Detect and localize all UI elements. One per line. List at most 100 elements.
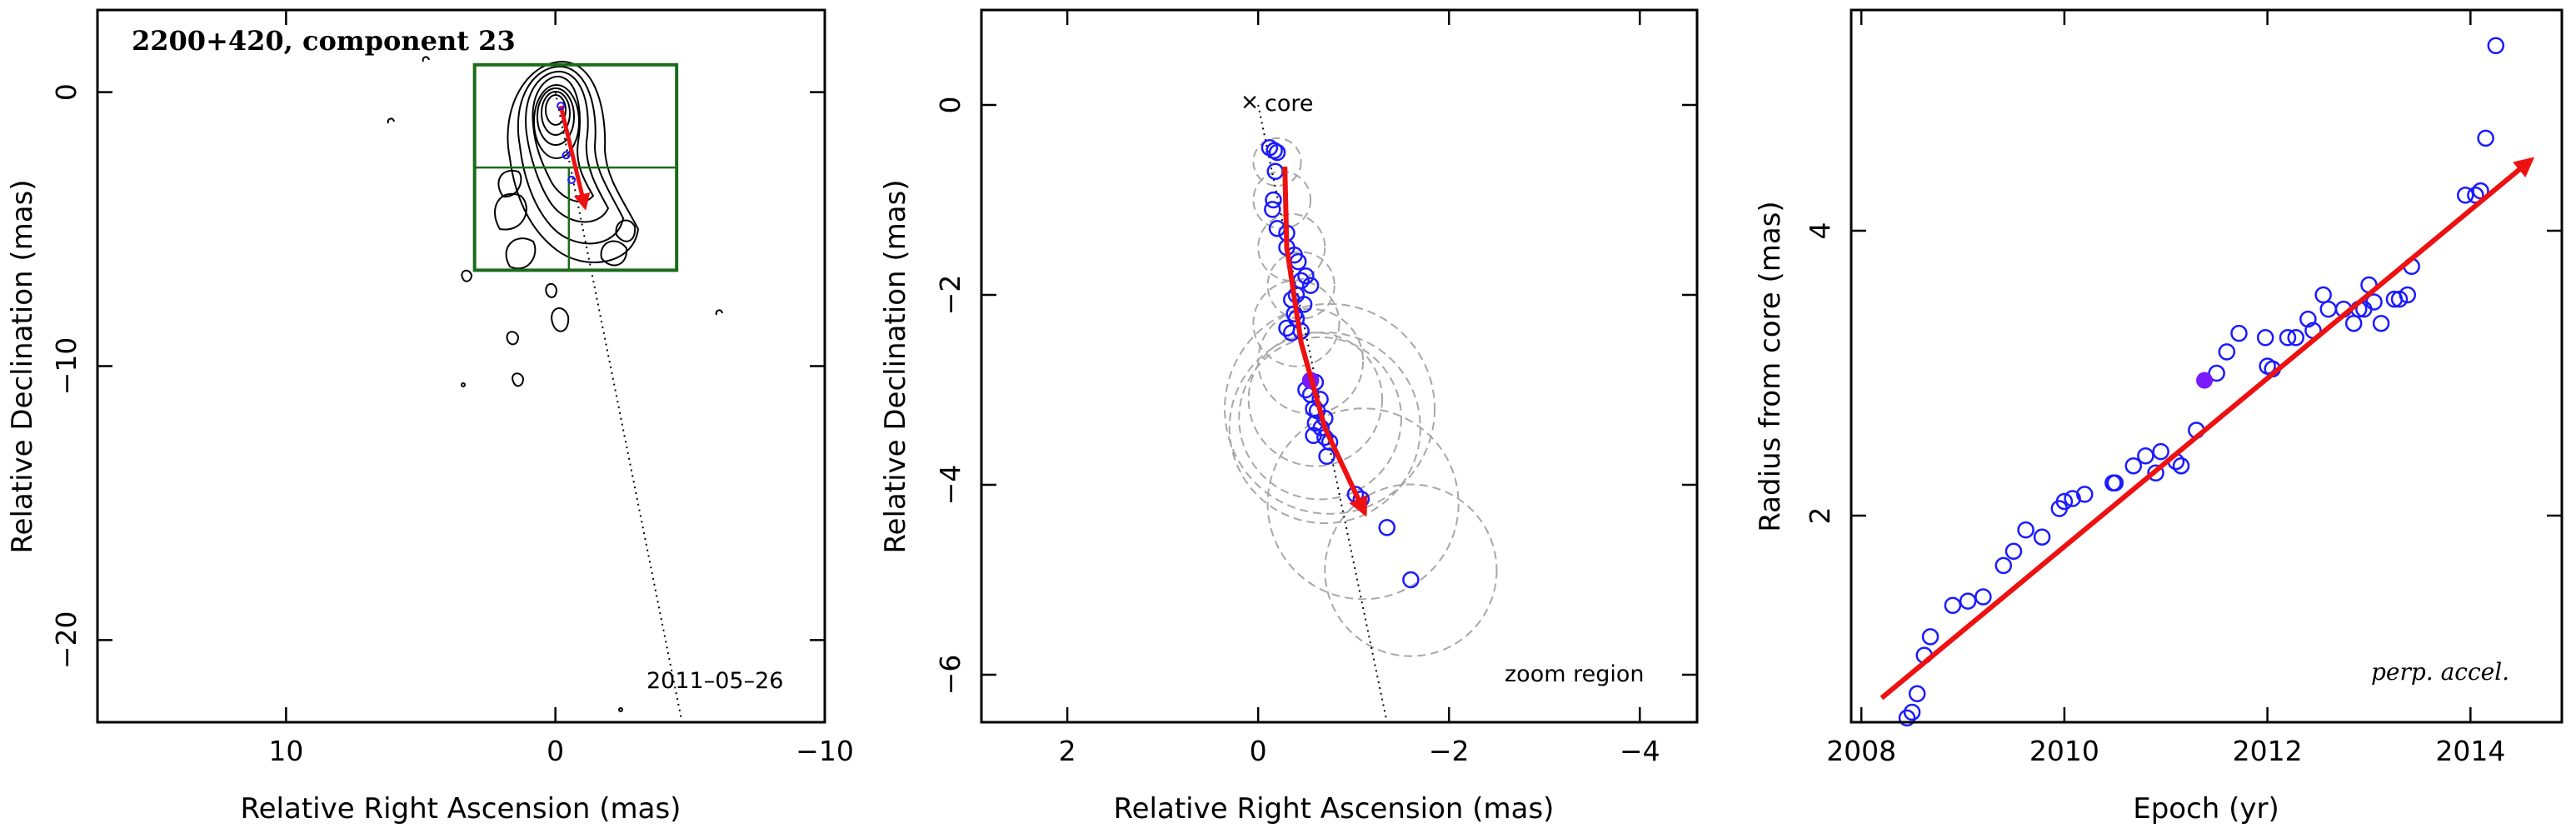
p2-component-ellipse bbox=[1266, 407, 1460, 601]
p3-data-point bbox=[2319, 300, 2337, 318]
p1-contour bbox=[715, 309, 723, 316]
p1-ytick-label: −20 bbox=[50, 611, 82, 670]
p1-contour bbox=[551, 307, 570, 332]
p2-core-marker: × bbox=[1241, 89, 1260, 115]
p1-contour bbox=[497, 169, 522, 198]
p2-xtick-label: 0 bbox=[1250, 735, 1267, 767]
p3-data-point bbox=[1921, 628, 1939, 646]
p3-data-point bbox=[2218, 343, 2236, 361]
p1-track-point bbox=[562, 151, 571, 160]
p3-data-point bbox=[1908, 685, 1926, 703]
p1-date: 2011–05–26 bbox=[646, 668, 783, 694]
p2-data-point bbox=[1268, 143, 1286, 162]
p1-contour bbox=[461, 269, 473, 282]
p2-ytick-label: −4 bbox=[934, 465, 966, 506]
p2-data-point bbox=[1265, 191, 1282, 209]
p1-contour bbox=[533, 84, 580, 159]
p2-component-ellipse bbox=[1252, 137, 1302, 187]
p2-xtick-label: −4 bbox=[1620, 735, 1660, 767]
p1-xtick-label: 0 bbox=[547, 735, 564, 767]
p1-contour bbox=[505, 237, 537, 270]
p3-data-point bbox=[1994, 556, 2013, 575]
p1-ytick-label: −10 bbox=[50, 337, 82, 396]
p3-xtick-label: 2008 bbox=[1826, 735, 1896, 767]
p3-current-epoch-point bbox=[2196, 372, 2214, 389]
p3-data-point bbox=[2256, 329, 2274, 347]
p1-feature-track bbox=[558, 105, 591, 211]
p1-frame bbox=[96, 8, 826, 724]
p1-contour bbox=[512, 372, 525, 387]
p2-data-point bbox=[1305, 426, 1322, 444]
p3-data-point bbox=[2372, 314, 2390, 332]
p1-contour bbox=[525, 70, 610, 223]
p1-contour bbox=[506, 331, 520, 346]
p1-contour bbox=[545, 94, 567, 126]
p3-fit-arrow bbox=[1880, 157, 2535, 701]
p1-contour bbox=[545, 282, 558, 298]
p2-component-ellipse bbox=[1238, 336, 1402, 501]
p2-ytick-label: −2 bbox=[934, 275, 966, 316]
p1-contours bbox=[387, 56, 723, 712]
p1-contour bbox=[507, 60, 640, 263]
p3-xtick-label: 2012 bbox=[2233, 735, 2303, 767]
p3-frame bbox=[1850, 8, 2564, 724]
p1-ylabel: Relative Declination (mas) bbox=[6, 179, 39, 553]
p2-component-ellipse bbox=[1257, 212, 1326, 282]
p3-ytick-label: 4 bbox=[1804, 222, 1836, 240]
p3-data-point bbox=[2152, 442, 2169, 461]
p2-data-point bbox=[1402, 571, 1420, 589]
p2-component-ellipse bbox=[1257, 307, 1365, 415]
p3-data-point bbox=[2487, 37, 2505, 54]
p1-track-point bbox=[557, 102, 566, 111]
p2-component-ellipse bbox=[1324, 483, 1498, 657]
p2-ytick-label: −6 bbox=[934, 655, 966, 696]
p1-jet-axis bbox=[554, 92, 683, 723]
p1-contour bbox=[618, 707, 623, 712]
p3-data-point bbox=[2106, 474, 2124, 491]
p3-data-point bbox=[2456, 187, 2474, 204]
p3-data-point bbox=[2314, 286, 2332, 304]
p3-data-point bbox=[2208, 364, 2225, 382]
p2-component-ellipse bbox=[1247, 332, 1384, 467]
p1-contour bbox=[537, 87, 575, 146]
p1-contour bbox=[615, 219, 637, 242]
p1-contour bbox=[422, 56, 430, 62]
p3-data-point bbox=[2287, 329, 2304, 347]
p1-contour bbox=[600, 240, 628, 267]
p3-data-point bbox=[1898, 709, 1916, 727]
p1-ytick-label: 0 bbox=[50, 83, 82, 101]
p1-contour bbox=[532, 75, 595, 203]
p2-region-label: zoom region bbox=[1505, 661, 1644, 687]
p3-data-point bbox=[2017, 521, 2034, 539]
p1-contour bbox=[517, 65, 625, 245]
p3-ylabel: Radius from core (mas) bbox=[1754, 201, 1787, 531]
p2-feature-track bbox=[1282, 167, 1368, 517]
p1-contour bbox=[541, 91, 571, 136]
p2-xtick-label: 2 bbox=[1059, 735, 1076, 767]
panel-2-zoom: 2 0 −2 −4 0 −2 −4 −6 × core zoom region Relativ… bbox=[879, 8, 1699, 826]
p2-component-ellipse bbox=[1252, 279, 1340, 367]
p3-xtick-label: 2014 bbox=[2435, 735, 2505, 767]
p2-xlabel: Relative Right Ascension (mas) bbox=[1114, 792, 1555, 826]
p2-core-label: core bbox=[1265, 91, 1313, 117]
p3-data-point bbox=[2137, 446, 2154, 465]
p2-component-ellipse bbox=[1266, 251, 1335, 320]
p3-data-point bbox=[2365, 293, 2383, 311]
p1-title: 2200+420, component 23 bbox=[132, 25, 516, 57]
p3-data-point bbox=[2399, 286, 2417, 304]
p3-xlabel: Epoch (yr) bbox=[2133, 792, 2279, 826]
p2-data-point bbox=[1318, 447, 1335, 466]
p3-annotation: perp. accel. bbox=[2371, 658, 2509, 686]
p2-frame bbox=[980, 8, 1699, 724]
p2-component-ellipse bbox=[1224, 302, 1436, 515]
panel-3-radius: 2008 2010 2012 2014 2 4 perp. accel. Epoch (y… bbox=[1754, 8, 2564, 826]
p2-data-point bbox=[1266, 142, 1283, 159]
p1-xtick-label: −10 bbox=[796, 735, 854, 767]
panel-1-map: 10 0 −10 0 −10 −20 2200+420, component 23 201… bbox=[6, 8, 854, 826]
p1-contour bbox=[387, 117, 395, 124]
p3-data-point bbox=[2147, 464, 2164, 481]
p3-data-point bbox=[2055, 492, 2074, 511]
p3-data-point bbox=[2230, 324, 2248, 342]
p3-data-point bbox=[2279, 329, 2297, 347]
